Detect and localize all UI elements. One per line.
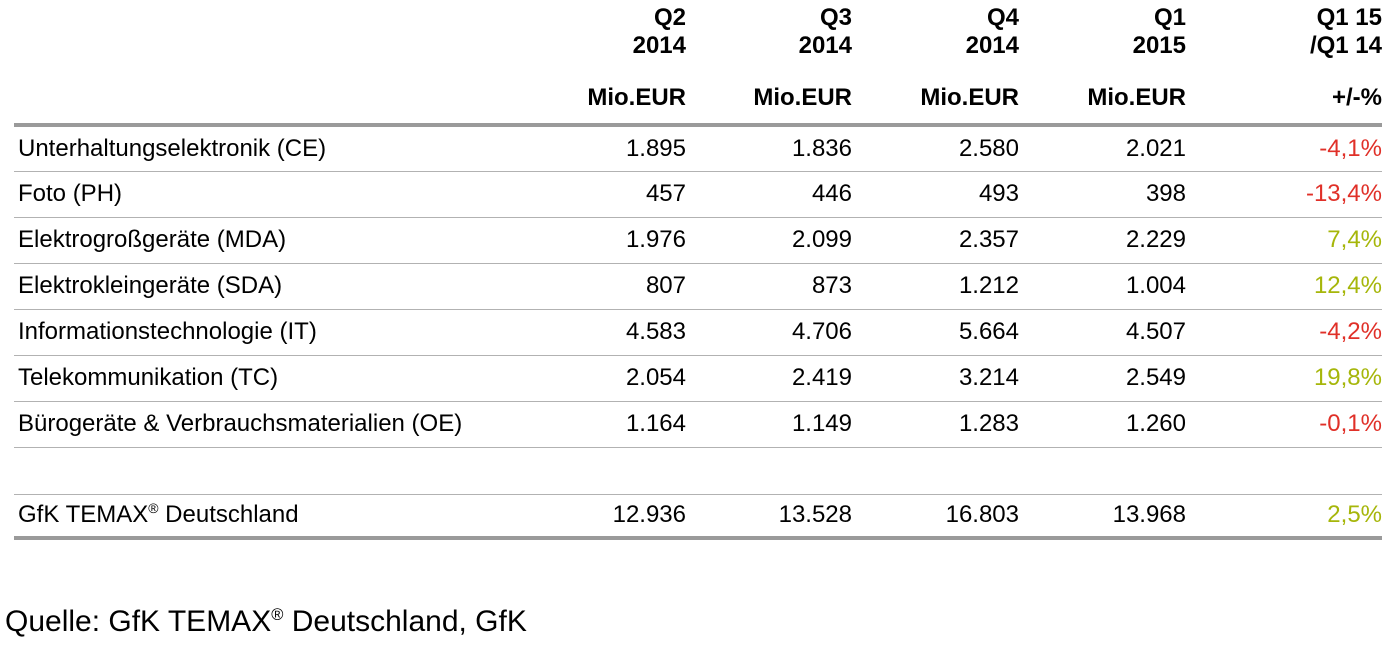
value-cell: 873 <box>686 263 852 310</box>
value-cell: 1.260 <box>1019 401 1186 448</box>
value-cell: 2.229 <box>1019 217 1186 264</box>
total-value-cell: 13.528 <box>686 494 852 540</box>
units-empty-cell <box>14 60 454 127</box>
total-row-temax: GfK TEMAX® Deutschland 12.936 13.528 16.… <box>14 494 1382 540</box>
row-label: Unterhaltungselektronik (CE) <box>14 125 454 172</box>
value-cell: 446 <box>686 171 852 218</box>
value-cell: 457 <box>454 171 686 218</box>
total-row-label: GfK TEMAX® Deutschland <box>14 494 454 540</box>
change-cell: -4,1% <box>1186 125 1382 172</box>
year-label: 2014 <box>632 32 686 59</box>
year-label: 2014 <box>798 32 852 59</box>
unit-label: Mio.EUR <box>686 60 852 127</box>
row-label: Elektrokleingeräte (SDA) <box>14 263 454 310</box>
change-cell: -13,4% <box>1186 171 1382 218</box>
source-suffix: Deutschland, GfK <box>283 605 527 638</box>
units-header-row: Mio.EUR Mio.EUR Mio.EUR Mio.EUR +/-% <box>14 60 1382 127</box>
table-row-ce: Unterhaltungselektronik (CE) 1.895 1.836… <box>14 125 1382 172</box>
quarter-label: Q1 15 <box>1316 4 1382 31</box>
value-cell: 2.549 <box>1019 355 1186 402</box>
value-cell: 2.054 <box>454 355 686 402</box>
row-label: Bürogeräte & Verbrauchsmaterialien (OE) <box>14 401 462 448</box>
spacer-row <box>14 447 1382 495</box>
table-row-tc: Telekommunikation (TC) 2.054 2.419 3.214… <box>14 355 1382 402</box>
change-cell: 19,8% <box>1186 355 1382 402</box>
unit-label-percent: +/-% <box>1186 60 1382 127</box>
total-label-prefix: GfK TEMAX <box>18 501 149 529</box>
value-cell: 2.580 <box>852 125 1019 172</box>
col-header-q2-2014: Q2 2014 <box>454 0 686 60</box>
value-cell: 2.021 <box>1019 125 1186 172</box>
table-row-oe: Bürogeräte & Verbrauchsmaterialien (OE) … <box>14 401 1382 448</box>
value-cell: 2.099 <box>686 217 852 264</box>
year-label: 2014 <box>965 32 1019 59</box>
registered-trademark-symbol: ® <box>148 500 159 517</box>
header-empty-cell <box>14 0 454 60</box>
value-cell: 1.283 <box>852 401 1019 448</box>
value-cell: 3.214 <box>852 355 1019 402</box>
total-change-cell: 2,5% <box>1186 494 1382 540</box>
total-value-cell: 16.803 <box>852 494 1019 540</box>
source-line: Quelle: GfK TEMAX® Deutschland, GfK <box>5 605 527 639</box>
change-cell: 7,4% <box>1186 217 1382 264</box>
year-label: 2015 <box>1132 32 1186 59</box>
value-cell: 1.149 <box>686 401 852 448</box>
spacer-cell <box>14 447 1382 495</box>
quarter-label: Q2 <box>653 4 686 31</box>
row-label: Informationstechnologie (IT) <box>14 309 454 356</box>
value-cell: 1.004 <box>1019 263 1186 310</box>
value-cell: 1.976 <box>454 217 686 264</box>
temax-quarterly-table: Q2 2014 Q3 2014 Q4 2014 Q1 2015 Q1 15 <box>14 0 1382 540</box>
col-header-q4-2014: Q4 2014 <box>852 0 1019 60</box>
table-row-sda: Elektrokleingeräte (SDA) 807 873 1.212 1… <box>14 263 1382 310</box>
value-cell: 1.164 <box>454 401 686 448</box>
value-cell: 1.895 <box>454 125 686 172</box>
value-cell: 1.836 <box>686 125 852 172</box>
value-cell: 5.664 <box>852 309 1019 356</box>
value-cell: 2.357 <box>852 217 1019 264</box>
unit-label: Mio.EUR <box>454 60 686 127</box>
total-value-cell: 13.968 <box>1019 494 1186 540</box>
col-header-q3-2014: Q3 2014 <box>686 0 852 60</box>
value-cell: 398 <box>1019 171 1186 218</box>
quarter-label: Q1 <box>1153 4 1186 31</box>
quarter-header-row: Q2 2014 Q3 2014 Q4 2014 Q1 2015 Q1 15 <box>14 0 1382 60</box>
value-cell: 4.706 <box>686 309 852 356</box>
total-label-suffix: Deutschland <box>158 501 299 529</box>
quarter-label: Q4 <box>986 4 1019 31</box>
change-cell: -0,1% <box>1186 401 1382 448</box>
registered-trademark-symbol: ® <box>271 606 284 624</box>
row-label: Foto (PH) <box>14 171 454 218</box>
row-label: Elektrogroßgeräte (MDA) <box>14 217 454 264</box>
value-cell: 1.212 <box>852 263 1019 310</box>
year-label: /Q1 14 <box>1309 32 1382 59</box>
change-cell: 12,4% <box>1186 263 1382 310</box>
row-label: Telekommunikation (TC) <box>14 355 454 402</box>
table-row-ph: Foto (PH) 457 446 493 398 -13,4% <box>14 171 1382 218</box>
col-header-change: Q1 15 /Q1 14 <box>1186 0 1382 60</box>
table-row-it: Informationstechnologie (IT) 4.583 4.706… <box>14 309 1382 356</box>
value-cell: 2.419 <box>686 355 852 402</box>
value-cell: 493 <box>852 171 1019 218</box>
total-value-cell: 12.936 <box>454 494 686 540</box>
value-cell: 4.583 <box>454 309 686 356</box>
unit-label: Mio.EUR <box>1019 60 1186 127</box>
table-row-mda: Elektrogroßgeräte (MDA) 1.976 2.099 2.35… <box>14 217 1382 264</box>
value-cell: 807 <box>454 263 686 310</box>
col-header-q1-2015: Q1 2015 <box>1019 0 1186 60</box>
unit-label: Mio.EUR <box>852 60 1019 127</box>
source-prefix: Quelle: GfK TEMAX <box>5 605 272 638</box>
quarter-label: Q3 <box>819 4 852 31</box>
change-cell: -4,2% <box>1186 309 1382 356</box>
value-cell: 4.507 <box>1019 309 1186 356</box>
